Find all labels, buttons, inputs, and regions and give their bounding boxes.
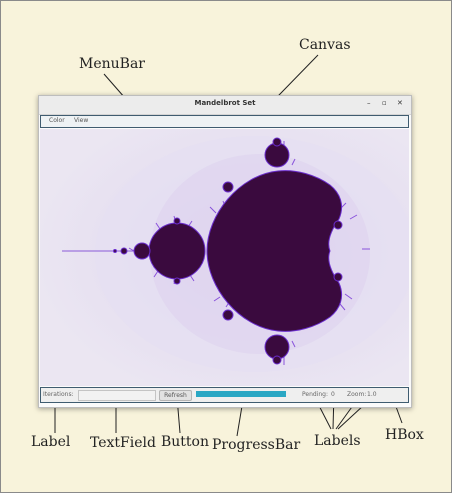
- app-window: Mandelbrot Set – ▫ ✕ Color View: [38, 95, 412, 408]
- mandelbrot-render: [40, 129, 409, 386]
- iterations-textfield[interactable]: [78, 390, 156, 401]
- label-annotation: Label: [31, 434, 71, 450]
- zoom-value: 1.0: [367, 391, 377, 398]
- pending-label: Pending:: [302, 391, 329, 398]
- mandelbrot-canvas[interactable]: [40, 129, 409, 386]
- menu-bar: Color View: [40, 115, 409, 128]
- menu-view[interactable]: View: [74, 117, 89, 124]
- iterations-label: Iterations:: [43, 391, 74, 398]
- title-bar: Mandelbrot Set – ▫ ✕: [39, 96, 411, 115]
- menu-color[interactable]: Color: [49, 117, 65, 124]
- pending-value: 0: [331, 391, 335, 398]
- canvas-annotation: Canvas: [299, 37, 351, 53]
- maximize-icon[interactable]: ▫: [382, 99, 387, 107]
- status-hbox: Iterations: Refresh Pending: 0 Zoom: 1.0: [40, 387, 409, 403]
- progress-fill: [196, 391, 286, 397]
- zoom-label: Zoom:: [347, 391, 367, 398]
- close-icon[interactable]: ✕: [397, 99, 403, 107]
- window-title: Mandelbrot Set: [194, 99, 256, 107]
- button-annotation: Button: [161, 434, 210, 450]
- minimize-icon[interactable]: –: [367, 99, 371, 107]
- mandelbrot-set: [113, 137, 343, 365]
- labels-annotation: Labels: [314, 433, 361, 449]
- progressbar-annotation: ProgressBar: [212, 437, 301, 453]
- hbox-annotation: HBox: [385, 427, 424, 443]
- refresh-button[interactable]: Refresh: [159, 390, 192, 401]
- menubar-annotation: MenuBar: [79, 56, 145, 72]
- textfield-annotation: TextField: [90, 435, 156, 451]
- render-progressbar: [196, 391, 286, 397]
